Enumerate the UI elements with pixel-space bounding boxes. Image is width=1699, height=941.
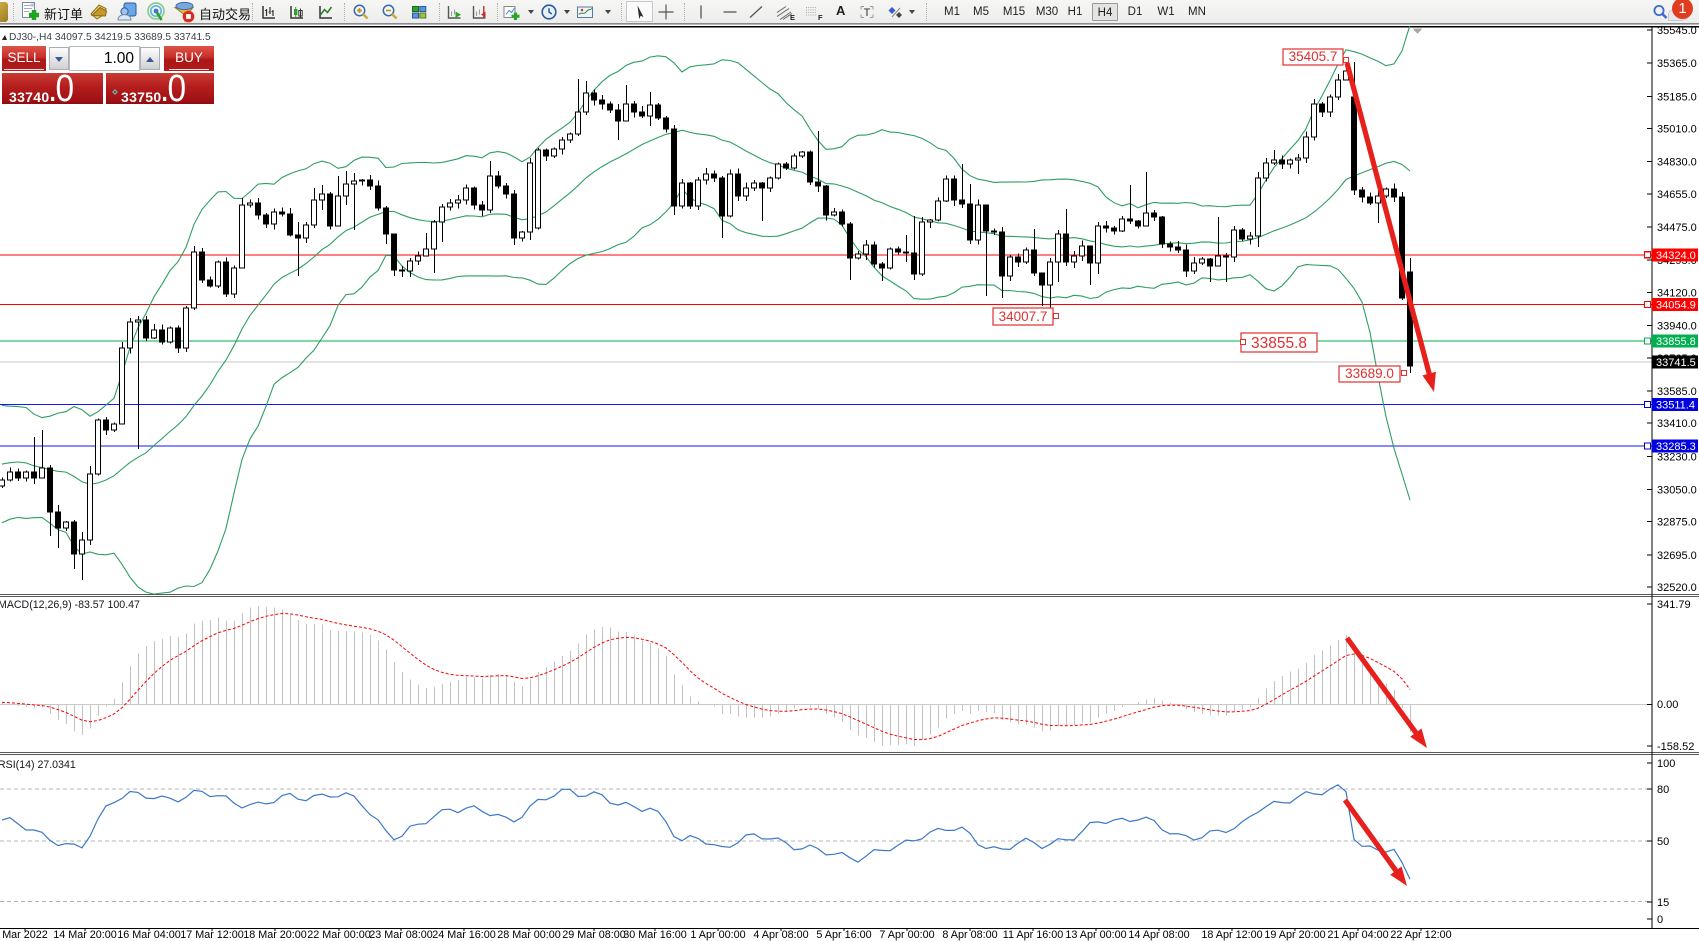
svg-text:23 Mar 08:00: 23 Mar 08:00 (369, 929, 433, 941)
svg-text:33689.0: 33689.0 (1345, 366, 1394, 381)
svg-text:33230.0: 33230.0 (1657, 451, 1697, 463)
svg-text:22 Apr 12:00: 22 Apr 12:00 (1390, 929, 1451, 941)
svg-text:1 Apr 00:00: 1 Apr 00:00 (690, 929, 745, 941)
svg-text:35185.0: 35185.0 (1657, 91, 1697, 103)
svg-text:14 Mar 20:00: 14 Mar 20:00 (53, 929, 117, 941)
svg-text:33050.0: 33050.0 (1657, 484, 1697, 496)
svg-text:35010.0: 35010.0 (1657, 124, 1697, 136)
svg-text:34324.0: 34324.0 (1656, 250, 1696, 262)
svg-text:24 Mar 16:00: 24 Mar 16:00 (432, 929, 496, 941)
svg-text:33285.3: 33285.3 (1656, 441, 1696, 453)
svg-text:16 Mar 04:00: 16 Mar 04:00 (117, 929, 181, 941)
svg-text:17 Mar 12:00: 17 Mar 12:00 (180, 929, 244, 941)
svg-text:4 Apr 08:00: 4 Apr 08:00 (753, 929, 808, 941)
svg-text:341.79: 341.79 (1657, 599, 1691, 611)
svg-text:19 Apr 20:00: 19 Apr 20:00 (1264, 929, 1325, 941)
svg-text:0: 0 (1657, 914, 1663, 926)
svg-text:5 Apr 16:00: 5 Apr 16:00 (816, 929, 871, 941)
svg-text:34655.0: 34655.0 (1657, 189, 1697, 201)
svg-text:33741.5: 33741.5 (1656, 357, 1696, 369)
svg-text:22 Mar 00:00: 22 Mar 00:00 (307, 929, 371, 941)
svg-text:35545.0: 35545.0 (1657, 26, 1697, 37)
svg-text:34120.0: 34120.0 (1657, 287, 1697, 299)
svg-text:34830.0: 34830.0 (1657, 157, 1697, 169)
svg-text:32875.0: 32875.0 (1657, 517, 1697, 529)
svg-text:11 Apr 16:00: 11 Apr 16:00 (1003, 929, 1063, 941)
svg-text:18 Apr 12:00: 18 Apr 12:00 (1201, 929, 1262, 941)
svg-text:33410.0: 33410.0 (1657, 418, 1697, 430)
svg-text:F: F (818, 13, 823, 22)
svg-text:13 Apr 00:00: 13 Apr 00:00 (1065, 929, 1126, 941)
svg-text:34007.7: 34007.7 (999, 309, 1048, 324)
svg-text:21 Apr 04:00: 21 Apr 04:00 (1327, 929, 1388, 941)
svg-text:33585.0: 33585.0 (1657, 386, 1697, 398)
svg-text:15: 15 (1657, 897, 1669, 909)
svg-text:30 Mar 16:00: 30 Mar 16:00 (623, 929, 687, 941)
svg-text:33855.8: 33855.8 (1656, 336, 1696, 348)
svg-text:T: T (864, 7, 871, 19)
svg-text:33940.0: 33940.0 (1657, 321, 1697, 333)
svg-text:50: 50 (1657, 836, 1669, 848)
svg-text:MACD(12,26,9) -83.57 100.47: MACD(12,26,9) -83.57 100.47 (0, 599, 140, 611)
svg-text:Mar 2022: Mar 2022 (2, 929, 48, 941)
svg-text:28 Mar 00:00: 28 Mar 00:00 (497, 929, 561, 941)
svg-text:7 Apr 00:00: 7 Apr 00:00 (879, 929, 934, 941)
svg-text:32520.0: 32520.0 (1657, 582, 1697, 594)
svg-text:8 Apr 08:00: 8 Apr 08:00 (942, 929, 997, 941)
svg-text:34475.0: 34475.0 (1657, 222, 1697, 234)
svg-text:33855.8: 33855.8 (1251, 335, 1307, 352)
svg-text:18 Mar 20:00: 18 Mar 20:00 (243, 929, 307, 941)
svg-text:RSI(14) 27.0341: RSI(14) 27.0341 (0, 759, 76, 771)
svg-text:-158.52: -158.52 (1657, 741, 1694, 753)
svg-text:34054.9: 34054.9 (1656, 299, 1696, 311)
svg-text:33511.4: 33511.4 (1656, 399, 1695, 411)
svg-text:80: 80 (1657, 784, 1669, 796)
svg-text:29 Mar 08:00: 29 Mar 08:00 (562, 929, 626, 941)
svg-text:32695.0: 32695.0 (1657, 550, 1697, 562)
svg-text:E: E (790, 13, 795, 22)
svg-text:35365.0: 35365.0 (1657, 58, 1697, 70)
svg-text:35405.7: 35405.7 (1289, 49, 1338, 64)
svg-text:DJ30-,H4 34097.5 34219.5 3368: DJ30-,H4 34097.5 34219.5 33689.5 33741.5 (9, 32, 211, 43)
svg-text:100: 100 (1657, 758, 1675, 770)
svg-text:14 Apr 08:00: 14 Apr 08:00 (1128, 929, 1189, 941)
svg-text:0.00: 0.00 (1657, 699, 1678, 711)
